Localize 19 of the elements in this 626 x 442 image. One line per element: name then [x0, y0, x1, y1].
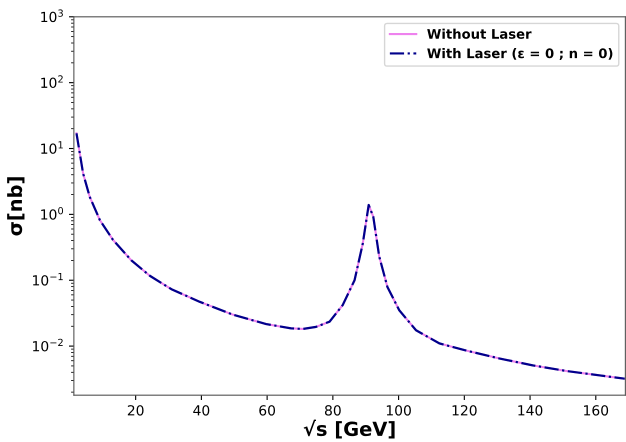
y-tick-label: 10$^{−1}$	[33, 273, 63, 286]
x-tick-label: 40	[193, 405, 210, 416]
legend-label: With Laser (ε = 0 ; n = 0)	[427, 48, 612, 60]
x-tick-label: 20	[128, 405, 144, 416]
x-tick-label: 120	[452, 405, 477, 416]
y-tick-label: 10$^{2}$	[41, 75, 63, 88]
x-tick-label: 160	[584, 405, 608, 416]
y-tick-label: 10$^{−2}$	[33, 338, 63, 352]
line-series	[75, 132, 626, 380]
legend-label: Without Laser	[427, 28, 532, 39]
x-tick-label: 80	[324, 405, 341, 416]
y-tick-label: 10$^{1}$	[41, 141, 63, 154]
x-tick-label: 140	[518, 405, 542, 416]
x-axis-title: √s [GeV]	[304, 420, 395, 438]
y-axis-title: σ[nb]	[7, 177, 24, 236]
y-tick-label: 10$^{3}$	[41, 9, 63, 22]
x-tick-label: 60	[259, 405, 276, 416]
y-tick-label: 10$^{0}$	[41, 207, 64, 220]
x-tick-label: 100	[386, 405, 411, 416]
